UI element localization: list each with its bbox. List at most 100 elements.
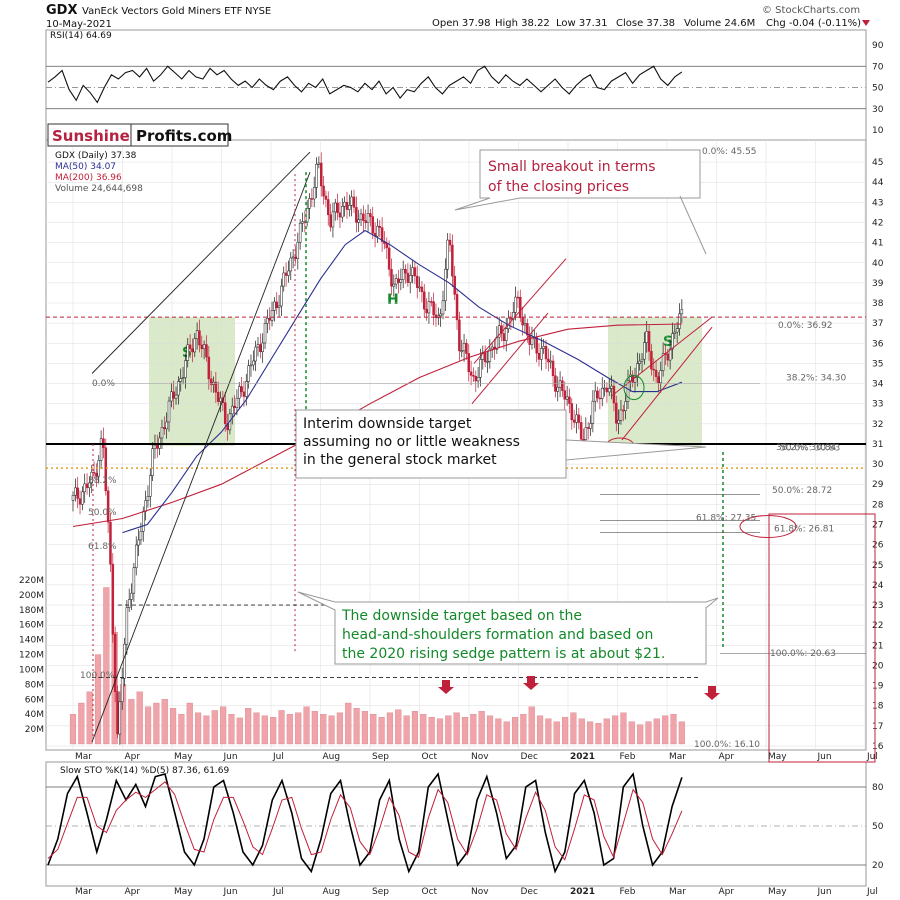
candle-body <box>202 344 206 350</box>
price-tick-label: 31 <box>872 440 883 450</box>
candle-body <box>120 678 124 703</box>
candle-body <box>465 342 468 354</box>
symbol: GDX <box>46 3 77 18</box>
candle-body <box>184 360 187 378</box>
price-tick-label: 44 <box>872 178 884 188</box>
volume-bar <box>653 718 660 745</box>
head-label: H <box>387 292 399 308</box>
candle-body <box>540 348 543 360</box>
candle-body <box>584 427 588 440</box>
interim-annotation: Interim downside target assuming no or li… <box>303 416 520 468</box>
month-label: Nov <box>471 752 489 762</box>
volume-tick-label: 20M <box>25 725 44 735</box>
candle-body <box>85 483 89 489</box>
rising-wedge-lower <box>91 171 311 743</box>
candle-body <box>345 201 349 210</box>
candle-body <box>476 377 480 382</box>
candle-body <box>106 490 110 523</box>
projection-box <box>768 513 876 763</box>
candle-body <box>214 381 218 393</box>
candle-body <box>643 342 646 360</box>
volume-arrow-icon <box>523 676 539 690</box>
breakout-annotation: Small breakout in terms of the closing pr… <box>488 159 656 195</box>
candle-body <box>181 377 185 379</box>
rising-wedge-upper <box>91 151 311 374</box>
candle-body <box>380 227 384 242</box>
channel-upper <box>473 258 567 364</box>
candle-body <box>516 296 520 299</box>
candle-body <box>598 397 602 400</box>
candle-body <box>427 301 431 314</box>
candle-body <box>626 380 630 402</box>
price-tick-label: 24 <box>872 581 884 591</box>
ma200-line <box>72 323 682 528</box>
month-label: Jun <box>223 887 238 897</box>
candle-body <box>504 328 508 342</box>
month-label: Nov <box>471 887 489 897</box>
candle-body <box>453 275 456 295</box>
candle-body <box>359 213 363 220</box>
candle-body <box>401 269 405 280</box>
volume-bar <box>178 714 185 745</box>
candle-body <box>256 344 260 348</box>
candle-body <box>90 471 93 484</box>
volume-bar <box>186 702 193 745</box>
volume-tick-label: 140M <box>19 636 44 646</box>
candle-body <box>502 333 506 342</box>
volume-bar <box>411 711 419 745</box>
candle-body <box>589 423 592 429</box>
fib-label: 100.0%: 16.10 <box>694 740 760 750</box>
volume-bar <box>428 717 435 745</box>
candle-body <box>341 206 344 218</box>
candle-body <box>167 400 171 423</box>
candle-body <box>296 241 300 259</box>
candle-body <box>420 286 424 293</box>
candle-body <box>331 211 335 228</box>
volume-tick-label: 120M <box>19 651 44 661</box>
price-tick-label: 34 <box>872 380 884 390</box>
volume-bar <box>578 718 585 745</box>
candle-body <box>287 270 290 276</box>
candle-body <box>195 330 199 339</box>
fib-label: 0.0%: 36.92 <box>778 321 833 331</box>
candle-body <box>284 272 288 276</box>
candle-body <box>392 283 396 287</box>
candle-body <box>294 256 297 259</box>
candle-body <box>81 491 84 505</box>
candle-body <box>186 344 189 361</box>
candle-body <box>179 378 182 382</box>
candle-body <box>230 405 234 415</box>
rsi-tick-label: 30 <box>872 105 884 115</box>
candle-body <box>652 368 655 371</box>
candle-body <box>369 213 372 217</box>
candle-body <box>600 387 604 399</box>
volume-bar <box>336 712 343 745</box>
candle-body <box>238 386 241 399</box>
rsi-label: RSI(14) 64.69 <box>50 31 112 41</box>
volume-value: Volume 24.6M <box>684 18 755 29</box>
candle-body <box>418 286 421 289</box>
ma200-legend: MA(200) 36.96 <box>55 173 122 183</box>
price-tick-label: 39 <box>872 279 884 289</box>
candle-body <box>291 256 295 259</box>
stochastic-layer: 20 50 80 <box>46 772 884 874</box>
candle-body <box>387 247 391 270</box>
candle-body <box>83 483 86 493</box>
fib-label: 61.8%: 27.35 <box>696 513 756 523</box>
stochastic-k-line <box>47 772 683 874</box>
candle-body <box>223 402 227 425</box>
volume-bar <box>328 715 335 745</box>
downside-annotation: The downside target based on the head-and… <box>341 608 665 662</box>
price-tick-label: 36 <box>872 339 884 349</box>
candle-body <box>273 301 276 311</box>
candle-body <box>219 397 222 402</box>
price-tick-label: 43 <box>872 198 883 208</box>
candle-body <box>411 267 414 276</box>
month-label: Jul <box>866 887 878 897</box>
volume-bar <box>311 711 318 745</box>
candle-body <box>425 308 428 314</box>
price-tick-label: 41 <box>872 239 883 249</box>
volume-bar <box>144 706 152 745</box>
candle-body <box>657 376 660 384</box>
